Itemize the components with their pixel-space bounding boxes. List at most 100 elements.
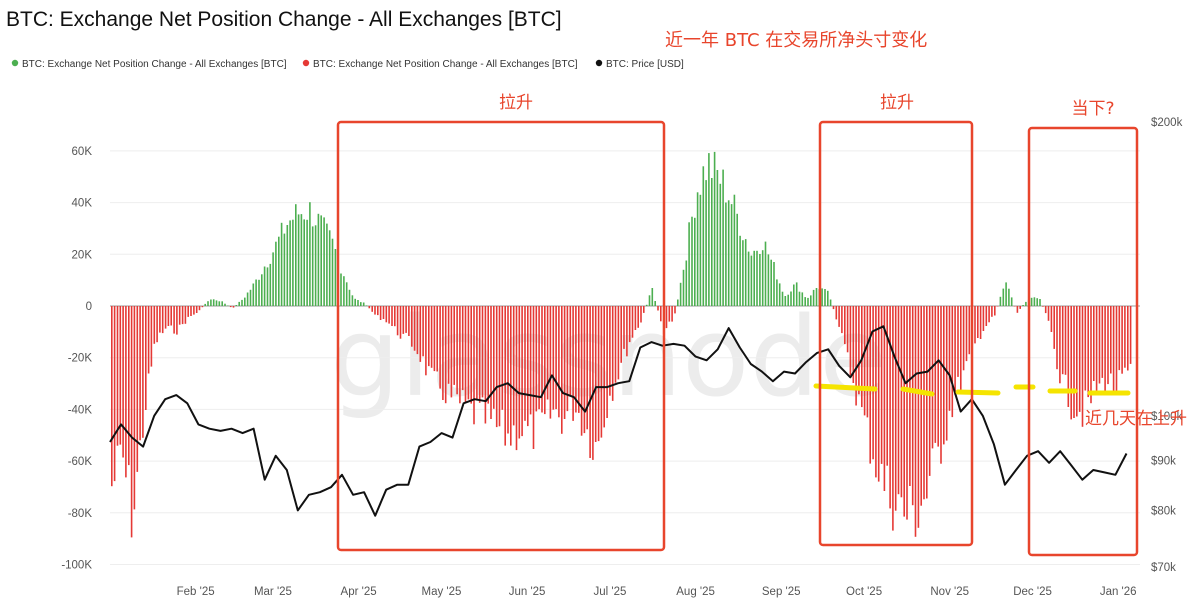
y-left-tick-label: -100K [61,560,92,572]
outflow-bar [176,306,178,335]
x-tick-label: Apr '25 [341,586,377,598]
inflow-bar [812,289,815,306]
outflow-bar [450,306,453,398]
outflow-bar [150,306,153,367]
outflow-bar [470,306,472,404]
inflow-bar [821,288,823,306]
outflow-bar [877,306,880,482]
inflow-bar [824,289,826,306]
outflow-bar [561,306,563,434]
outflow-bar [396,306,399,336]
outflow-bar [119,306,122,445]
inflow-bar [645,304,648,306]
outflow-bar [116,306,119,446]
outflow-bar [880,306,883,464]
inflow-bar [764,241,767,306]
outflow-bar [988,306,990,323]
inflow-bar [314,225,317,306]
outflow-bar [614,306,617,383]
outflow-bar [844,306,846,345]
inflow-bar [696,192,699,306]
outflow-bar [583,306,586,434]
outflow-bar [617,306,620,380]
x-tick-label: Oct '25 [846,586,882,598]
outflow-bar [413,306,416,351]
outflow-bar [187,306,189,317]
inflow-bar [722,169,724,306]
x-tick-label: May '25 [421,586,461,598]
inflow-bar [266,267,269,306]
inflow-bar [295,204,297,306]
outflow-bar [368,306,371,309]
y-left-tick-label: -20K [68,353,93,365]
outflow-bar [201,306,204,308]
outflow-bar [1016,306,1019,313]
inflow-bar [334,249,337,306]
inflow-bar [733,194,736,306]
outflow-bar [481,306,484,398]
outflow-bar [1104,306,1106,392]
outflow-bar [379,306,382,320]
inflow-bar [204,303,206,306]
inflow-bar [1010,297,1013,306]
outflow-bar [428,306,430,367]
outflow-bar [866,306,869,418]
outflow-bar [125,306,127,478]
inflow-bar [713,151,716,306]
inflow-bar [1008,288,1010,306]
outflow-bar [145,306,147,410]
outflow-bar [623,306,625,349]
outflow-bar [875,306,877,478]
outflow-bar [532,306,535,449]
inflow-bar [730,204,733,306]
outflow-bar [1047,306,1050,321]
inflow-bar [815,288,818,306]
inflow-bar [699,194,702,306]
legend-label-red: BTC: Exchange Net Position Change - All … [313,59,578,70]
outflow-bar [903,306,905,517]
outflow-bar [869,306,871,464]
outflow-bar [521,306,523,437]
outflow-bar [159,306,161,333]
inflow-bar [323,217,325,306]
inflow-bar [705,180,707,306]
annotation-box [336,120,666,552]
inflow-bar [1036,298,1038,306]
outflow-bar [538,306,540,410]
y-right-tick-label: $200k [1151,117,1183,129]
outflow-bar [594,306,597,442]
outflow-bar [142,306,144,438]
outflow-bar [487,306,489,404]
annotation-side-note: 近几天在上升 [1085,409,1187,429]
outflow-bar [968,306,971,355]
y-left-tick-label: 0 [86,301,92,313]
inflow-bar [311,226,314,306]
outflow-bar [456,306,458,395]
y-right-tick-label: $70k [1151,562,1176,574]
yellow-dash-markers [813,383,1131,397]
inflow-bar [317,213,320,306]
inflow-bar [269,263,272,306]
outflow-bar [858,306,860,395]
inflow-bar [289,220,291,306]
outflow-bar [484,306,487,424]
outflow-bar [996,306,999,307]
inflow-bar [244,297,246,306]
x-axis: Feb '25 Mar '25 Apr '25 May '25 Jun '25 Jul '… [177,586,1137,598]
inflow-bar [759,254,761,306]
inflow-bar [326,223,328,306]
inflow-bar [719,183,722,306]
outflow-bar [433,306,436,372]
inflow-bar [221,301,223,306]
inflow-bar [725,202,727,306]
outflow-bar [838,306,840,327]
outflow-bar [1064,306,1067,375]
y-right-tick-label: $90k [1151,455,1176,467]
x-tick-label: Dec '25 [1013,586,1052,598]
outflow-bar [408,306,410,336]
outflow-bar [1090,306,1092,404]
legend-swatch-green [11,59,19,67]
inflow-bar [807,297,809,306]
outflow-bar [173,306,175,334]
